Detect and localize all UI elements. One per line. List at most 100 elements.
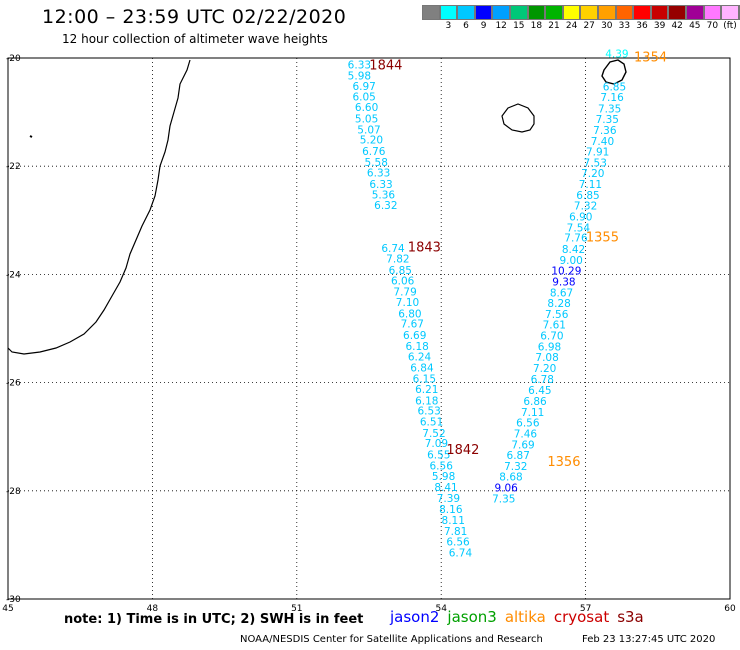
y-tick-label: -22 xyxy=(6,162,21,172)
wave-height-value: 4.39 xyxy=(605,49,628,61)
colorbar-tick-label: 39 xyxy=(653,21,666,31)
wave-height-value: 7.56 xyxy=(545,309,569,321)
wave-height-value: 6.76 xyxy=(362,146,386,158)
wave-height-value: 5.58 xyxy=(365,157,388,169)
colorbar-cell xyxy=(457,5,475,20)
madagascar-coastline xyxy=(7,59,191,355)
colorbar-tick-label: 33 xyxy=(618,21,631,31)
wave-height-value: 7.36 xyxy=(593,125,617,137)
wave-height-value: 8.28 xyxy=(547,298,570,310)
wave-height-value: 7.40 xyxy=(591,136,614,148)
x-tick-label: 60 xyxy=(724,604,736,614)
x-tick-label: 57 xyxy=(580,604,591,614)
colorbar-tick-label: 36 xyxy=(636,21,648,31)
x-axis-ticks: 45 48 51 54 57 60 xyxy=(2,604,736,614)
wave-height-value: 6.56 xyxy=(516,418,540,430)
wave-height-value: 6.51 xyxy=(420,417,443,429)
colorbar-tick-label: (ft) xyxy=(723,21,737,31)
wave-height-value: 10.29 xyxy=(551,266,581,278)
wave-height-value: 6.84 xyxy=(410,362,434,374)
islet-dot xyxy=(29,135,33,138)
wave-height-value: 9.00 xyxy=(559,255,582,267)
wave-height-value: 7.52 xyxy=(422,428,445,440)
wave-height-value: 7.20 xyxy=(581,168,604,180)
wave-height-value: 6.85 xyxy=(576,190,599,202)
pass-number-label: 1355 xyxy=(586,231,619,246)
colorbar-tick-label: 24 xyxy=(565,21,578,31)
wave-height-value: 6.70 xyxy=(540,331,563,343)
wave-height-value: 5.20 xyxy=(360,135,383,147)
wave-height-value: 7.08 xyxy=(535,352,558,364)
wave-height-value: 9.06 xyxy=(494,483,518,495)
satellite-legend: jason2 jason3 altika cryosat s3a xyxy=(390,608,652,626)
wave-height-value: 7.11 xyxy=(521,407,544,419)
x-tick-label: 45 xyxy=(2,604,13,614)
wave-height-value: 7.35 xyxy=(492,493,515,505)
wave-height-value: 7.46 xyxy=(514,428,538,440)
colorbar-cell xyxy=(703,5,722,20)
wave-height-value: 6.98 xyxy=(538,341,561,353)
wave-height-value: 7.54 xyxy=(567,222,591,234)
wave-height-value: 7.20 xyxy=(533,363,556,375)
colorbar-tick-labels: 3 6 9 12 15 18 21 24 27 30 33 36 39 42 45 70 (ft) xyxy=(422,21,740,33)
wave-height-value: 7.35 xyxy=(596,114,619,126)
wave-height-value: 8.16 xyxy=(439,504,463,516)
colorbar-cell xyxy=(474,5,493,20)
colorbar-cell xyxy=(562,5,581,20)
colorbar-tick-label: 9 xyxy=(480,21,487,31)
pass-number-label: 1844 xyxy=(369,58,402,73)
colorbar-cell xyxy=(492,5,510,20)
wave-height-value: 6.33 xyxy=(367,168,390,180)
y-tick-label: -20 xyxy=(6,54,21,64)
wave-height-value: 6.21 xyxy=(415,384,438,396)
pass-labels: 1844 1843 1842 1354 1355 1356 xyxy=(369,50,667,470)
reunion-island-coastline xyxy=(501,103,535,133)
wave-height-value: 7.61 xyxy=(543,320,566,332)
colorbar-cell xyxy=(597,5,616,20)
wave-height-value: 6.06 xyxy=(391,275,415,287)
wave-height-value: 6.74 xyxy=(381,243,405,255)
colorbar-tick-label: 15 xyxy=(513,21,525,31)
wave-height-value: 5.05 xyxy=(355,114,378,126)
colorbar-tick-label: 3 xyxy=(445,21,452,31)
footnote: note: 1) Time is in UTC; 2) SWH is in fe… xyxy=(64,612,364,627)
colorbar-tick-label: 27 xyxy=(583,21,595,31)
wave-height-value: 6.55 xyxy=(427,450,450,462)
legend-item-cryosat: cryosat xyxy=(553,608,610,626)
wave-height-value: 7.10 xyxy=(396,297,419,309)
legend-item-altika: altika xyxy=(504,608,546,626)
wave-height-value: 5.98 xyxy=(348,70,371,82)
wave-height-value: 7.32 xyxy=(504,461,527,473)
x-tick-label: 48 xyxy=(147,604,159,614)
colorbar-tick-label: 12 xyxy=(495,21,507,31)
colorbar-cell xyxy=(509,5,528,20)
pass-number-label: 1842 xyxy=(446,443,479,458)
wave-height-value: 6.87 xyxy=(507,450,530,462)
wave-height-value: 7.39 xyxy=(437,493,460,505)
wave-height-value: 7.32 xyxy=(574,201,597,213)
y-tick-label: -26 xyxy=(6,379,21,389)
coastlines xyxy=(7,59,627,355)
x-tick-label: 51 xyxy=(291,604,302,614)
legend-item-jason3: jason3 xyxy=(447,608,497,626)
map-frame xyxy=(7,57,731,600)
wave-height-value: 6.32 xyxy=(374,200,397,212)
lat-lon-grid xyxy=(8,58,730,599)
wave-height-value: 6.74 xyxy=(449,547,473,559)
wave-height-value: 7.35 xyxy=(598,103,621,115)
y-tick-label: -30 xyxy=(6,595,21,605)
colorbar-cell xyxy=(615,5,634,20)
x-tick-label: 54 xyxy=(435,604,447,614)
map-title: 12:00 – 23:59 UTC 02/22/2020 xyxy=(42,6,347,28)
wave-height-value: 7.53 xyxy=(584,157,607,169)
wave-height-value: 6.45 xyxy=(528,385,551,397)
map-subtitle: 12 hour collection of altimeter wave hei… xyxy=(62,32,328,46)
wave-height-value: 6.86 xyxy=(523,396,547,408)
colorbar-cell xyxy=(721,5,739,20)
wave-height-value: 7.11 xyxy=(579,179,602,191)
wave-height-value: 8.67 xyxy=(550,287,573,299)
wave-height-value: 6.85 xyxy=(389,265,412,277)
wave-height-value: 7.16 xyxy=(600,92,624,104)
wave-height-value: 7.76 xyxy=(564,233,588,245)
colorbar-cell xyxy=(422,5,440,20)
